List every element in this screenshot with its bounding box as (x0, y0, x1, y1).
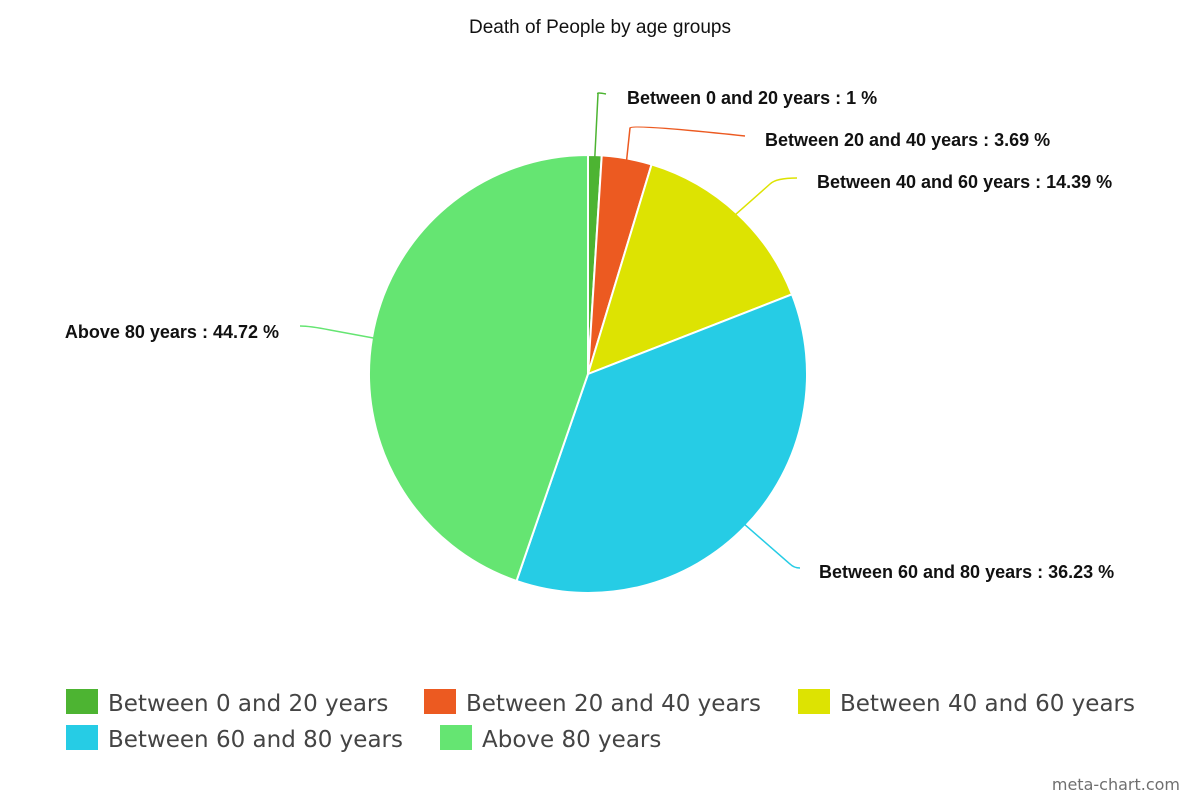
legend-swatch-0-20 (66, 689, 98, 714)
watermark-text: meta-chart.com (1052, 775, 1180, 794)
legend-swatch-20-40 (424, 689, 456, 714)
legend-label-0-20: Between 0 and 20 years (108, 691, 388, 717)
pie-slices (367, 153, 808, 595)
legend-swatch-above-80 (440, 725, 472, 750)
legend-label-above-80: Above 80 years (482, 727, 661, 753)
label-connector-above-80 (299, 325, 375, 339)
legend-label-60-80: Between 60 and 80 years (108, 727, 403, 753)
legend-label-20-40: Between 20 and 40 years (466, 691, 761, 717)
data-label-20-40: Between 20 and 40 years : 3.69 % (765, 130, 1050, 150)
legend: Between 0 and 20 years Between 20 and 40 … (66, 689, 1135, 753)
legend-swatch-40-60 (798, 689, 830, 714)
label-connectors (299, 92, 801, 569)
data-label-0-20: Between 0 and 20 years : 1 % (627, 88, 877, 108)
label-connector-40-60 (734, 177, 798, 216)
label-connector-60-80 (743, 523, 801, 569)
chart-title: Death of People by age groups (469, 17, 731, 38)
data-label-60-80: Between 60 and 80 years : 36.23 % (819, 562, 1114, 582)
legend-label-40-60: Between 40 and 60 years (840, 691, 1135, 717)
label-connector-20-40 (625, 126, 746, 161)
data-labels: Between 0 and 20 years : 1 % Between 20 a… (65, 88, 1114, 582)
legend-swatch-60-80 (66, 725, 98, 750)
data-label-40-60: Between 40 and 60 years : 14.39 % (817, 172, 1112, 192)
data-label-above-80: Above 80 years : 44.72 % (65, 322, 279, 342)
label-connector-0-20 (594, 92, 607, 158)
